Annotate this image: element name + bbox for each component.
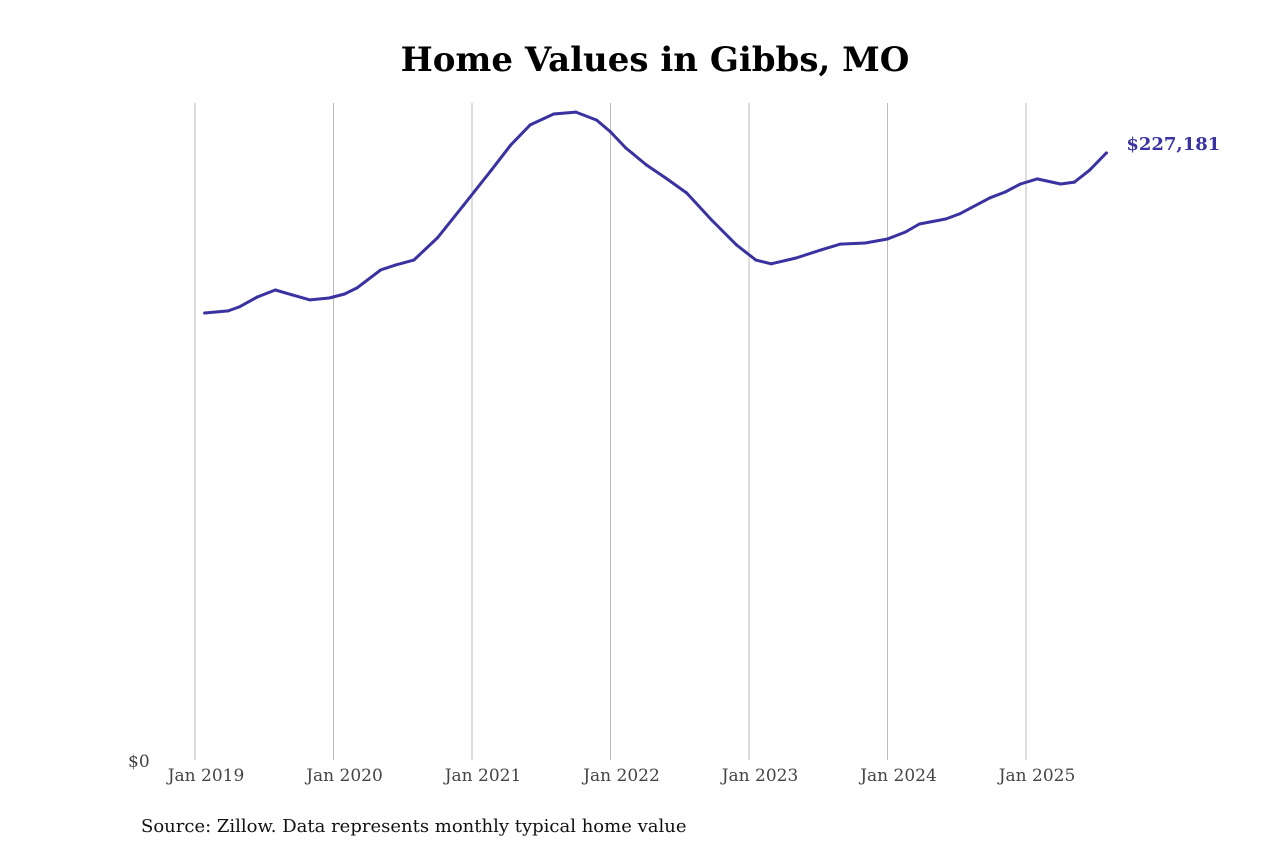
data-point <box>290 293 294 297</box>
data-point <box>343 292 347 296</box>
x-tick-label: Jan 2019 <box>166 766 245 786</box>
data-point <box>273 288 277 292</box>
x-tick-label: Jan 2023 <box>720 766 799 786</box>
data-point <box>462 203 466 207</box>
data-point <box>958 212 962 216</box>
chart-title: Home Values in Gibbs, MO <box>400 40 910 80</box>
data-point <box>1072 180 1076 184</box>
data-point <box>308 298 312 302</box>
data-point <box>664 176 668 180</box>
data-point <box>552 112 556 116</box>
data-point <box>394 263 398 267</box>
data-point <box>609 130 612 134</box>
data-point <box>1104 151 1108 155</box>
data-point <box>794 256 798 260</box>
data-point <box>379 268 383 272</box>
data-point <box>574 110 578 114</box>
data-point <box>819 248 823 252</box>
data-point <box>710 218 714 222</box>
data-point <box>595 118 599 122</box>
data-point <box>435 236 439 240</box>
data-point <box>685 191 689 195</box>
data-point <box>769 262 773 266</box>
data-point <box>886 237 889 241</box>
x-tick-label: Jan 2025 <box>997 766 1076 786</box>
y-tick-label: $0 <box>128 752 150 772</box>
data-point <box>1059 182 1063 186</box>
data-point <box>327 296 331 300</box>
data-point <box>509 143 513 147</box>
source-note: Source: Zillow. Data represents monthly … <box>141 816 687 837</box>
data-point <box>754 258 758 262</box>
data-point <box>203 311 207 315</box>
data-point <box>489 168 493 172</box>
data-point <box>944 217 948 221</box>
data-point <box>624 146 628 150</box>
data-point <box>355 286 359 290</box>
data-point <box>255 295 259 299</box>
x-tick-label: Jan 2022 <box>581 766 660 786</box>
data-point <box>412 258 416 262</box>
data-point <box>1003 190 1007 194</box>
data-point <box>904 230 908 234</box>
data-point <box>528 123 532 127</box>
x-tick-label: Jan 2024 <box>858 766 937 786</box>
data-point <box>838 242 842 246</box>
x-tick-label: Jan 2021 <box>443 766 522 786</box>
data-point <box>237 305 241 309</box>
data-point <box>917 222 921 226</box>
data-point <box>226 309 230 313</box>
end-value-label: $227,181 <box>1126 134 1220 155</box>
data-point <box>863 241 867 245</box>
x-tick-label: Jan 2020 <box>304 766 383 786</box>
data-point <box>1088 168 1092 172</box>
data-point <box>1035 177 1039 181</box>
data-point <box>645 163 649 167</box>
data-point <box>735 243 739 247</box>
data-point <box>1018 182 1022 186</box>
data-point <box>988 196 992 200</box>
series-line <box>203 110 1108 315</box>
